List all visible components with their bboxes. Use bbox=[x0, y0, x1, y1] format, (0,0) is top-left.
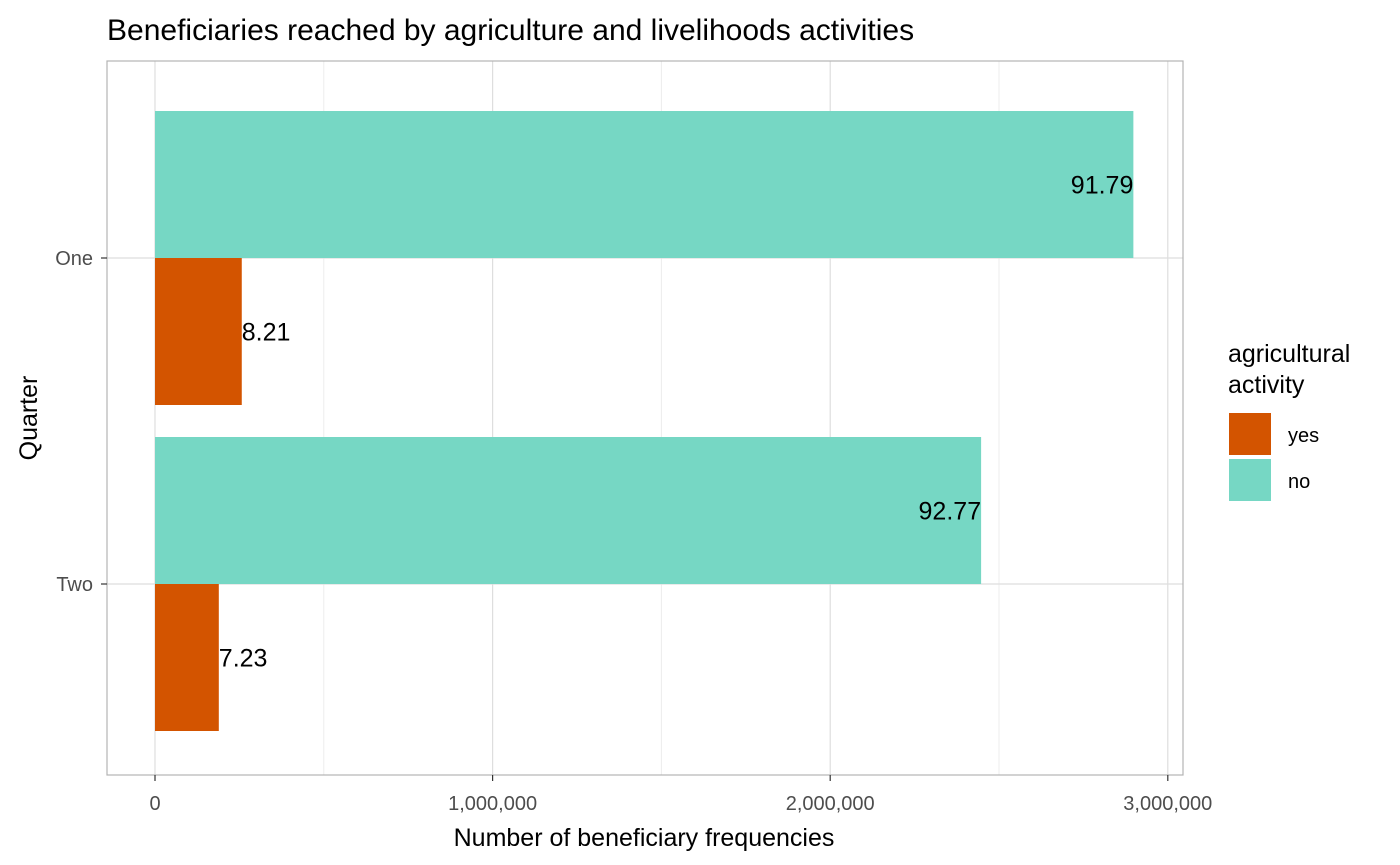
legend: agricultural activity yes no bbox=[1228, 340, 1350, 501]
data-label-yes-one: 8.21 bbox=[242, 319, 291, 347]
chart-title: Beneficiaries reached by agriculture and… bbox=[107, 14, 914, 47]
x-tick-label: 2,000,000 bbox=[786, 793, 875, 815]
y-axis-title: Quarter bbox=[15, 376, 43, 461]
data-labels: 8.21 91.79 7.23 92.77 bbox=[219, 172, 1134, 673]
bar-no-one bbox=[155, 111, 1134, 258]
y-tick-label: Two bbox=[56, 574, 93, 596]
x-axis-title: Number of beneficiary frequencies bbox=[454, 824, 835, 852]
legend-label-no: no bbox=[1288, 471, 1310, 493]
x-tick-label: 0 bbox=[149, 793, 160, 815]
legend-key-yes bbox=[1229, 413, 1271, 455]
x-tick-label: 3,000,000 bbox=[1123, 793, 1212, 815]
bar-yes-two bbox=[155, 584, 219, 731]
y-axis-ticks: One Two bbox=[55, 248, 107, 596]
bar-no-two bbox=[155, 437, 982, 584]
x-axis-ticks: 0 1,000,000 2,000,000 3,000,000 bbox=[149, 775, 1212, 815]
x-tick-label: 1,000,000 bbox=[448, 793, 537, 815]
legend-key-no bbox=[1229, 459, 1271, 501]
data-label-no-two: 92.77 bbox=[919, 498, 982, 526]
data-label-no-one: 91.79 bbox=[1071, 172, 1134, 200]
legend-label-yes: yes bbox=[1288, 425, 1319, 447]
bar-yes-one bbox=[155, 258, 242, 405]
legend-title: agricultural activity bbox=[1228, 340, 1350, 399]
data-label-yes-two: 7.23 bbox=[219, 645, 268, 673]
panel-border bbox=[106, 60, 1184, 776]
bars bbox=[155, 111, 1134, 731]
y-tick-label: One bbox=[55, 248, 93, 270]
